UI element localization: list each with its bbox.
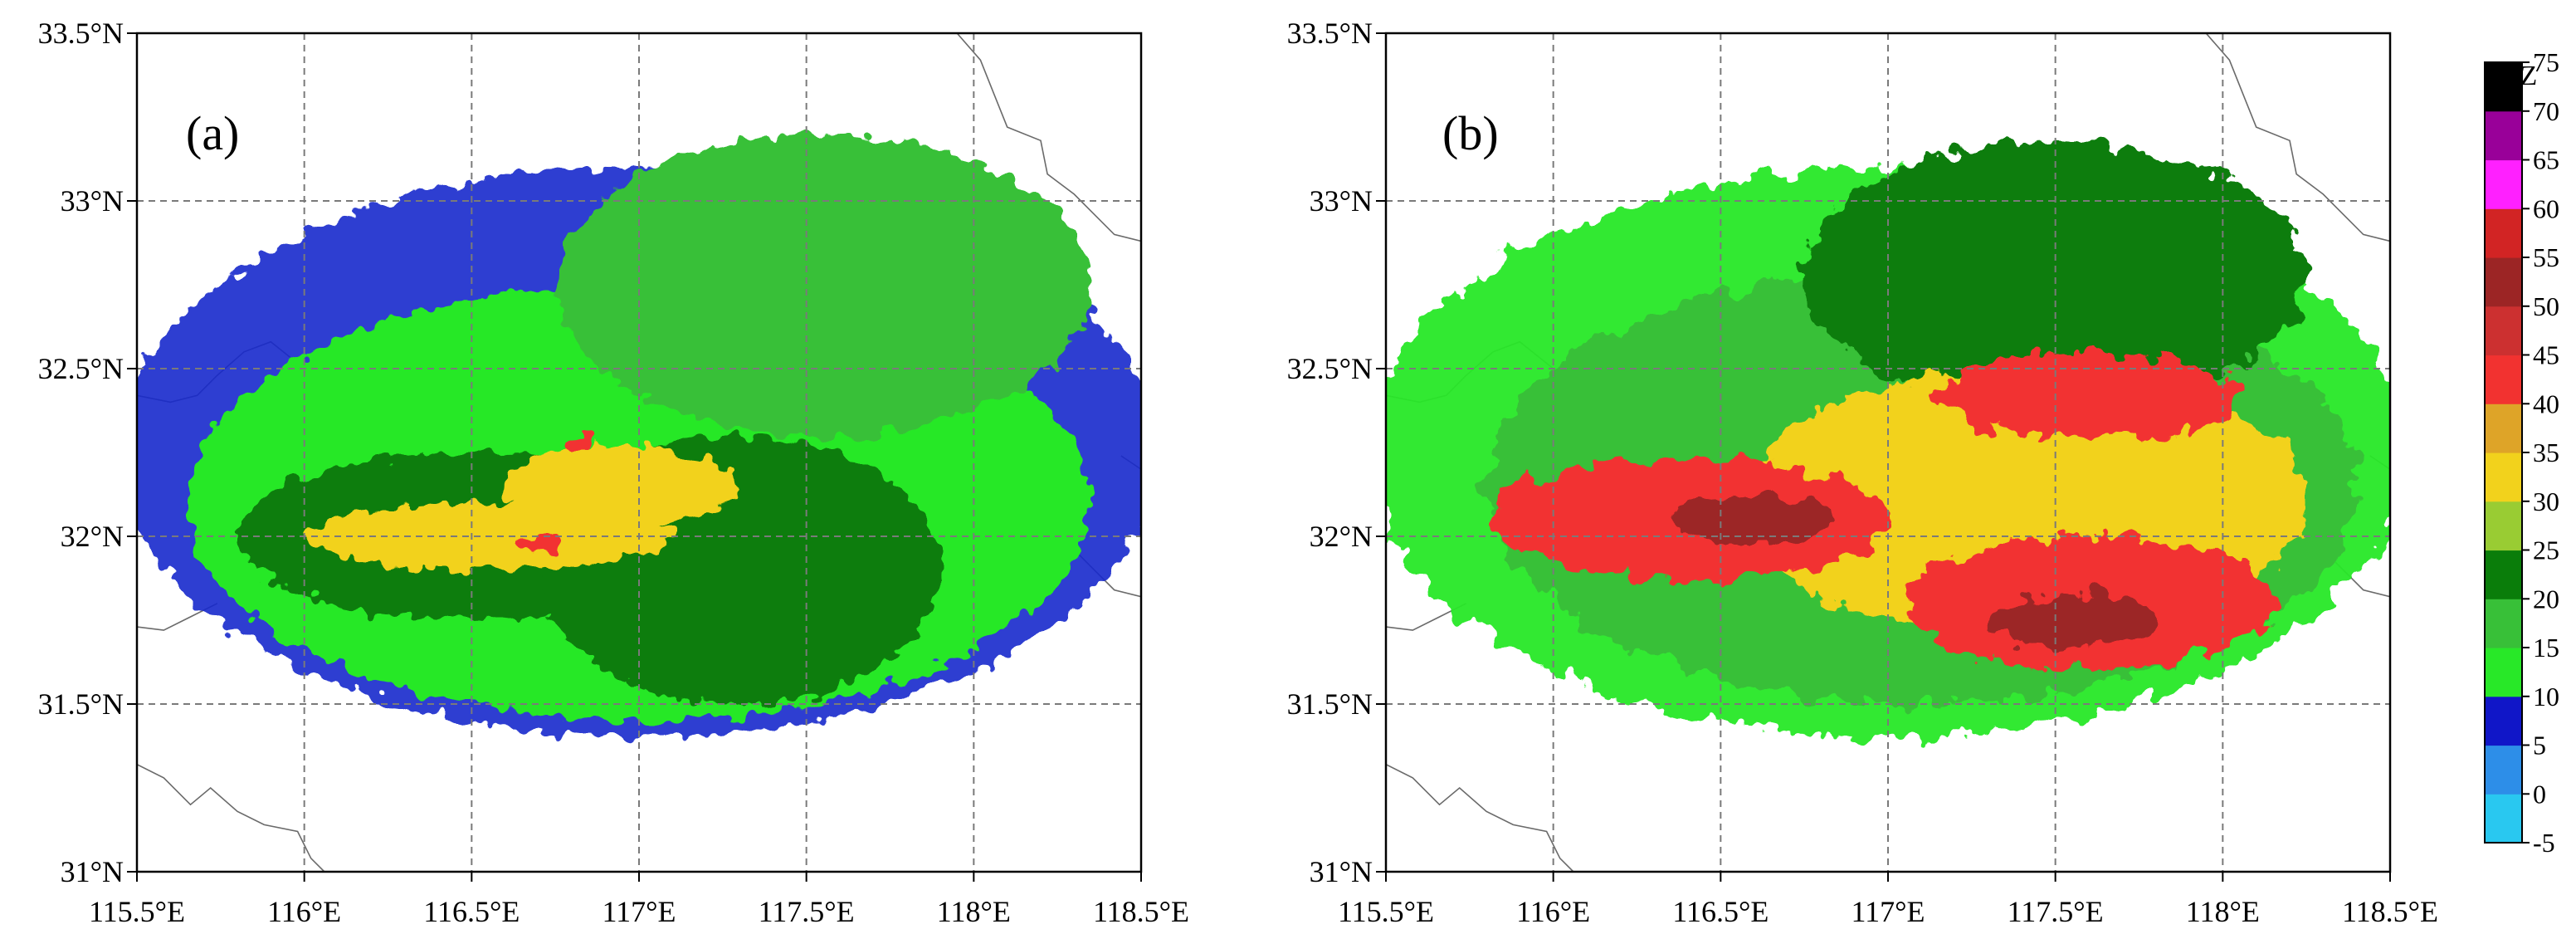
colorbar-labels: -5 0 5 10 15 20 25 30 35 40 45 50 55 60 65 70 75: [2522, 47, 2559, 858]
echo-region: [1670, 496, 1838, 544]
x-tick-label: 115.5°E: [89, 895, 185, 928]
colorbar-label: 15: [2533, 633, 2559, 663]
echo-region: [565, 432, 593, 453]
y-axis-ticks: 31°N 31.5°N 32°N 32.5°N 33°N 33.5°N: [38, 17, 137, 888]
colorbar-swatch: [2485, 599, 2522, 648]
x-tick-label: 117.5°E: [2008, 895, 2104, 928]
colorbar-swatch: [2485, 355, 2522, 404]
colorbar-swatch: [2485, 794, 2522, 844]
x-axis-ticks: 115.5°E 116°E 116.5°E 117°E 117.5°E 118°E 118.…: [89, 872, 1189, 928]
echo-region: [521, 533, 556, 554]
x-tick-label: 118°E: [937, 895, 1011, 928]
y-tick-label: 32°N: [1310, 520, 1373, 553]
panel-a: 115.5°E 116°E 116.5°E 117°E 117.5°E 118°E 118.…: [38, 17, 1189, 928]
colorbar-swatch: [2485, 550, 2522, 599]
y-tick-label: 31°N: [61, 855, 124, 888]
colorbar-label: 25: [2533, 535, 2559, 565]
y-axis-ticks: 31°N 31.5°N 32°N 32.5°N 33°N 33.5°N: [1287, 17, 1386, 888]
colorbar-label: 65: [2533, 145, 2559, 175]
echo-region: [1988, 593, 2156, 648]
colorbar-swatches: [2485, 62, 2522, 844]
boundary-line: [137, 603, 218, 631]
x-axis-ticks: 115.5°E 116°E 116.5°E 117°E 117.5°E 118°E 118.…: [1338, 872, 2438, 928]
colorbar-label: 75: [2533, 47, 2559, 77]
x-tick-label: 116.5°E: [423, 895, 520, 928]
colorbar-swatch: [2485, 208, 2522, 258]
x-tick-label: 116.5°E: [1672, 895, 1769, 928]
x-tick-label: 115.5°E: [1338, 895, 1434, 928]
colorbar-label: 45: [2533, 340, 2559, 370]
colorbar-label: 30: [2533, 487, 2559, 516]
colorbar-label: 55: [2533, 242, 2559, 272]
colorbar-swatch: [2485, 696, 2522, 746]
y-tick-label: 33°N: [1310, 184, 1373, 218]
x-tick-label: 116°E: [267, 895, 341, 928]
panel-label-a: (a): [186, 106, 239, 160]
y-tick-label: 32.5°N: [1287, 352, 1373, 385]
colorbar-swatch: [2485, 403, 2522, 453]
colorbar-label: 35: [2533, 438, 2559, 467]
colorbar-swatch: [2485, 306, 2522, 356]
boundary-line: [1386, 763, 1574, 872]
y-tick-label: 33°N: [61, 184, 124, 218]
echo-region: [555, 134, 1091, 436]
colorbar-label: 20: [2533, 584, 2559, 614]
x-tick-label: 116°E: [1516, 895, 1590, 928]
echo-region: [1938, 351, 2240, 439]
lat-lon-grid: [1386, 33, 2390, 872]
y-tick-label: 32.5°N: [38, 352, 124, 385]
x-tick-label: 117.5°E: [759, 895, 855, 928]
colorbar-swatch: [2485, 501, 2522, 551]
colorbar-swatch: [2485, 745, 2522, 795]
lat-lon-grid: [137, 33, 1141, 872]
y-tick-label: 32°N: [61, 520, 124, 553]
y-tick-label: 31.5°N: [38, 687, 124, 721]
colorbar-swatch: [2485, 159, 2522, 209]
x-tick-label: 117°E: [1851, 895, 1925, 928]
x-tick-label: 118°E: [2186, 895, 2260, 928]
boundary-line: [1386, 603, 1467, 631]
y-tick-label: 31°N: [1310, 855, 1373, 888]
panel-label-b: (b): [1442, 106, 1499, 160]
colorbar-label: -5: [2533, 828, 2555, 858]
y-tick-label: 33.5°N: [38, 17, 124, 50]
colorbar-swatch: [2485, 648, 2522, 697]
boundary-line: [137, 763, 325, 872]
colorbar-label: 70: [2533, 96, 2559, 126]
echo-region: [1804, 140, 2307, 409]
echo-region: [505, 445, 739, 526]
colorbar-label: 0: [2533, 779, 2546, 809]
colorbar-label: 10: [2533, 682, 2559, 712]
colorbar-swatch: [2485, 257, 2522, 307]
y-tick-label: 31.5°N: [1287, 687, 1373, 721]
colorbar-label: 5: [2533, 731, 2546, 760]
x-tick-label: 117°E: [602, 895, 676, 928]
boundary-line: [956, 33, 1141, 242]
radar-echo-field: [137, 134, 1141, 738]
y-tick-label: 33.5°N: [1287, 17, 1373, 50]
colorbar-swatch: [2485, 452, 2522, 502]
x-tick-label: 118.5°E: [1093, 895, 1189, 928]
colorbar-swatch: [2485, 62, 2522, 112]
colorbar-label: 50: [2533, 291, 2559, 321]
boundary-line: [2205, 33, 2390, 242]
panel-b: 115.5°E 116°E 116.5°E 117°E 117.5°E 118°E 118.…: [1287, 17, 2438, 928]
colorbar-swatch: [2485, 110, 2522, 161]
x-tick-label: 118.5°E: [2342, 895, 2438, 928]
colorbar-label: 60: [2533, 193, 2559, 223]
colorbar-label: 40: [2533, 389, 2559, 418]
